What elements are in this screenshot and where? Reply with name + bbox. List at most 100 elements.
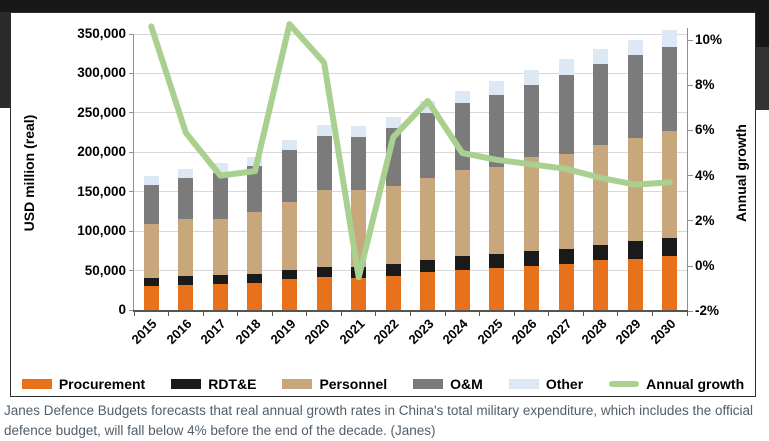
legend-item-other: Other: [508, 376, 584, 392]
bar-segment-rdt-e-2024: [454, 256, 470, 270]
bar-segment-o-m-2019: [282, 149, 298, 202]
bar-2027: [558, 59, 574, 310]
bar-2024: [454, 90, 470, 310]
right-axis-tick-label: 0%: [695, 258, 715, 273]
bar-segment-o-m-2018: [247, 166, 263, 213]
x-axis-label-2024: 2024: [439, 316, 471, 348]
right-axis-tick: [688, 175, 693, 177]
bar-segment-procurement-2022: [385, 276, 401, 310]
bar-segment-procurement-2020: [316, 276, 332, 310]
bar-segment-rdt-e-2030: [662, 238, 678, 257]
x-axis-tick: [651, 312, 653, 316]
gridline: [134, 72, 687, 74]
right-axis-tick: [688, 310, 693, 312]
x-axis-label-2021: 2021: [336, 316, 368, 348]
bar-segment-rdt-e-2026: [523, 250, 539, 266]
bar-segment-o-m-2023: [420, 112, 436, 178]
left-axis-tick-label: 200,000: [77, 144, 126, 160]
bar-segment-procurement-2018: [247, 283, 263, 310]
legend-swatch: [171, 379, 202, 389]
bar-segment-other-2027: [558, 59, 574, 76]
x-axis-label-2027: 2027: [543, 316, 575, 348]
legend-swatch: [413, 379, 444, 389]
bar-segment-other-2023: [420, 101, 436, 113]
left-axis-tick-label: 150,000: [77, 183, 126, 199]
bar-segment-personnel-2026: [523, 157, 539, 251]
x-axis-tick: [582, 312, 584, 316]
left-axis-tick-label: 350,000: [77, 26, 126, 41]
bar-2025: [489, 80, 505, 310]
legend-label: Annual growth: [646, 376, 745, 392]
bar-segment-other-2020: [316, 125, 332, 136]
bar-segment-rdt-e-2019: [282, 269, 298, 280]
legend-label: Other: [545, 376, 584, 392]
x-axis-tick: [271, 312, 273, 316]
left-axis-tick-label: 300,000: [77, 65, 126, 81]
legend-swatch: [282, 379, 313, 389]
bar-2019: [282, 140, 298, 310]
x-axis-tick: [168, 312, 170, 316]
bar-segment-personnel-2019: [282, 201, 298, 270]
bar-2020: [316, 125, 332, 310]
x-axis-label-2017: 2017: [197, 316, 230, 348]
left-axis-tick-label: 100,000: [77, 223, 126, 239]
bar-segment-other-2030: [662, 30, 678, 47]
bar-segment-rdt-e-2020: [316, 266, 332, 277]
bar-segment-rdt-e-2028: [593, 244, 609, 261]
bar-segment-rdt-e-2015: [143, 277, 159, 287]
bar-segment-personnel-2017: [212, 218, 228, 275]
legend-label: Procurement: [58, 376, 146, 392]
legend-label: O&M: [450, 376, 483, 392]
gridline: [134, 112, 687, 114]
bar-segment-rdt-e-2016: [178, 276, 194, 285]
gridline: [134, 230, 687, 232]
x-axis-label-2026: 2026: [509, 316, 541, 348]
x-axis-label-2025: 2025: [474, 316, 506, 348]
left-axis-line: [133, 34, 134, 310]
x-axis-label-2019: 2019: [267, 316, 299, 348]
x-axis-label-2029: 2029: [612, 316, 644, 348]
bar-segment-personnel-2029: [627, 138, 643, 242]
bar-segment-o-m-2025: [489, 94, 505, 168]
bar-segment-personnel-2016: [178, 219, 194, 277]
legend-item-o-m: O&M: [413, 376, 483, 392]
bar-segment-other-2028: [593, 49, 609, 64]
bar-segment-o-m-2016: [178, 177, 194, 220]
legend-swatch: [21, 379, 52, 389]
x-axis-tick: [617, 312, 619, 316]
left-axis-tick: [129, 112, 133, 114]
bar-segment-o-m-2028: [593, 63, 609, 146]
bar-segment-other-2019: [282, 140, 298, 150]
right-axis-tick: [688, 265, 693, 267]
bar-segment-personnel-2025: [489, 167, 505, 255]
left-axis-tick: [129, 309, 133, 311]
x-axis-tick: [340, 312, 342, 316]
bar-segment-o-m-2026: [523, 85, 539, 158]
left-axis-tick: [129, 270, 133, 272]
bar-segment-procurement-2021: [351, 277, 367, 310]
bar-2017: [212, 163, 228, 310]
page-background-top-band: [0, 0, 769, 12]
right-axis-tick-label: 2%: [695, 212, 715, 228]
bar-segment-other-2024: [454, 90, 470, 104]
x-axis-tick: [479, 312, 481, 316]
legend-swatch: [609, 381, 640, 387]
bar-segment-personnel-2024: [454, 170, 470, 257]
bar-segment-other-2026: [523, 70, 539, 86]
x-axis-tick: [444, 312, 446, 316]
page-background-right-strip-dark: [755, 12, 769, 47]
bar-segment-procurement-2016: [178, 284, 194, 310]
chart-legend: Procurement RDT&E Personnel O&M Other Annual …: [11, 373, 755, 395]
bar-2016: [178, 168, 194, 310]
right-axis-tick: [688, 84, 693, 86]
bar-segment-procurement-2028: [593, 260, 609, 310]
right-axis-tick-label: 6%: [695, 122, 715, 138]
bar-segment-other-2022: [385, 116, 401, 128]
gridline: [134, 191, 687, 193]
left-axis-tick-label: 0: [118, 302, 126, 317]
left-axis-tick: [129, 230, 133, 232]
bar-segment-personnel-2018: [247, 212, 263, 274]
figure-caption: Janes Defence Budgets forecasts that rea…: [4, 403, 753, 438]
bar-segment-personnel-2023: [420, 177, 436, 260]
right-axis-tick-label: 4%: [695, 167, 715, 183]
